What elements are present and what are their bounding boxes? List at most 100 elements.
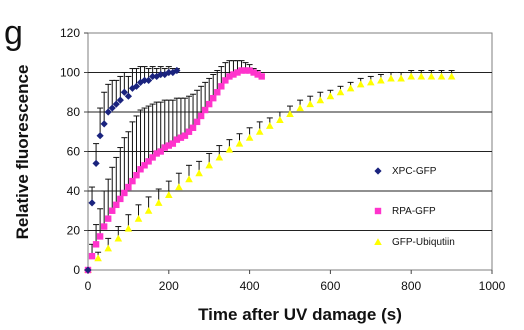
y-axis-title: Relative fluorescence [13, 65, 32, 240]
data-point [296, 104, 304, 112]
data-point [169, 68, 177, 77]
data-point [88, 199, 96, 207]
x-tick-label-1000: 1000 [479, 279, 506, 293]
x-tick-label-400: 400 [240, 279, 260, 293]
data-point [133, 172, 140, 179]
data-point [141, 162, 148, 169]
y-tick-label-120: 120 [60, 26, 80, 40]
data-point [169, 140, 177, 147]
x-tick-label-0: 0 [85, 279, 92, 293]
data-point [447, 72, 456, 80]
data-point [197, 112, 205, 120]
data-point [114, 234, 123, 242]
data-point [157, 148, 164, 155]
data-point [108, 104, 116, 112]
data-point [427, 72, 436, 80]
data-point [245, 133, 254, 141]
data-point [185, 128, 193, 135]
data-point [356, 80, 365, 88]
data-point [100, 223, 108, 230]
data-point [157, 70, 165, 79]
data-point [286, 110, 294, 118]
data-point [104, 244, 112, 252]
data-point [120, 88, 128, 96]
data-point [140, 76, 149, 84]
data-point [193, 118, 201, 126]
data-point [218, 83, 225, 90]
legend-marker-1 [374, 207, 382, 215]
data-point [377, 76, 385, 84]
data-point [121, 189, 128, 197]
data-point [94, 254, 102, 262]
data-point [316, 96, 325, 104]
data-point [225, 145, 234, 153]
data-point [326, 92, 335, 100]
data-point [367, 78, 375, 86]
data-point [242, 67, 249, 74]
data-point [246, 67, 253, 74]
data-point [226, 73, 233, 80]
data-point [195, 169, 203, 177]
series-layer [84, 60, 456, 274]
legend: XPC-GFP RPA-GFP GFP-Ubiqutiin [374, 166, 455, 248]
data-point [116, 96, 124, 104]
y-tick-label-40: 40 [67, 184, 81, 198]
data-point [165, 142, 172, 149]
data-point [175, 183, 183, 191]
y-tick-label-100: 100 [60, 66, 80, 80]
data-point [149, 72, 157, 81]
data-point [173, 136, 181, 143]
data-point [437, 72, 446, 80]
data-point [165, 68, 173, 77]
series-1 [84, 60, 265, 274]
data-point [96, 233, 104, 240]
y-tick-label-80: 80 [67, 105, 81, 119]
data-point [185, 175, 193, 183]
data-point [117, 195, 124, 203]
data-point [153, 150, 160, 157]
x-tick-labels: 0 200 400 600 800 1000 [85, 279, 506, 293]
data-point [104, 108, 112, 116]
data-point [222, 77, 229, 84]
data-point [113, 201, 120, 209]
data-point [112, 100, 120, 108]
data-point [177, 134, 185, 141]
data-point [201, 106, 209, 114]
data-point [165, 191, 173, 198]
data-point [417, 72, 426, 80]
data-point [149, 154, 156, 161]
data-point [189, 124, 197, 131]
data-point [125, 183, 132, 191]
data-point [250, 69, 257, 76]
data-point [132, 82, 141, 90]
data-point [124, 224, 133, 232]
data-point [92, 159, 100, 167]
data-point [234, 69, 241, 76]
data-point [134, 214, 143, 222]
data-point [276, 116, 284, 123]
data-point [205, 161, 213, 169]
legend-marker-0 [374, 167, 382, 175]
y-tick-labels: 0 20 40 60 80 100 120 [60, 26, 80, 277]
x-tick-label-800: 800 [401, 279, 421, 293]
data-point [173, 66, 181, 75]
data-point [129, 177, 136, 185]
data-point [306, 100, 314, 108]
data-point [105, 215, 112, 222]
data-point [181, 132, 189, 139]
data-point [100, 120, 108, 128]
data-point [206, 100, 213, 108]
data-point [255, 127, 264, 135]
data-point [238, 67, 245, 74]
series-0 [84, 66, 181, 274]
data-point [92, 241, 100, 248]
data-point [144, 206, 153, 214]
data-point [145, 76, 153, 84]
data-point [230, 71, 237, 78]
data-point [88, 252, 96, 260]
legend-label-2: GFP-Ubiqutiin [392, 237, 455, 248]
y-tick-label-60: 60 [67, 145, 81, 159]
data-point [397, 74, 405, 82]
y-tick-label-0: 0 [73, 263, 80, 277]
data-point [161, 144, 168, 151]
